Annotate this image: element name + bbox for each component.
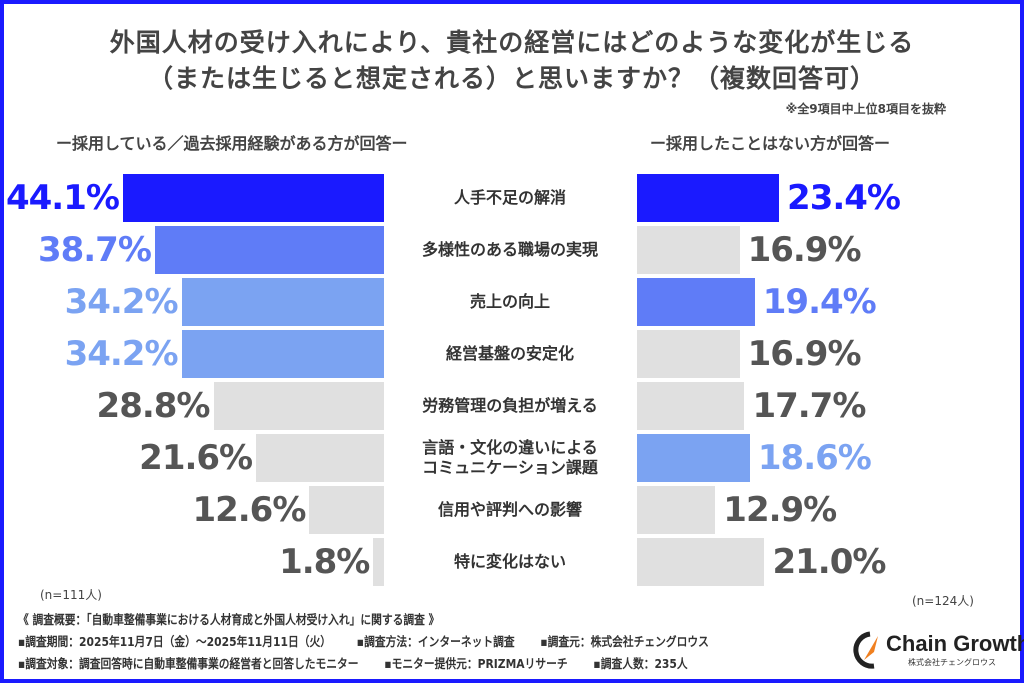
category-label: 経営基盤の安定化 (445, 344, 574, 363)
left-value-label: 21.6% (139, 438, 253, 478)
right-value-label: 23.4% (787, 178, 901, 218)
right-bar (637, 278, 755, 326)
right-bar (637, 382, 745, 430)
right-value-label: 19.4% (762, 282, 877, 322)
left-bar (309, 486, 384, 534)
monitor-provider: ▪モニター提供元：PRIZMAリサーチ (384, 656, 568, 671)
chain-growth-logo: Chain Growth 株式会社チェングロウス (848, 630, 1024, 672)
right-bar (637, 226, 740, 274)
left-bar (181, 278, 384, 326)
survey-method: ▪調査方法：インターネット調査 (356, 634, 515, 649)
left-panel-heading: ー採用している／過去採用経験がある方が回答ー (56, 134, 408, 153)
category-label: 人手不足の解消 (453, 188, 566, 207)
left-value-label: 1.8% (279, 542, 370, 582)
logo-mark-icon (853, 631, 878, 669)
right-value-label: 18.6% (757, 438, 872, 478)
survey-target: ▪調査対象：調査回答時に自動車整備事業の経営者と回答したモニター (18, 656, 359, 671)
left-sample-size: (n=111人) (40, 588, 102, 602)
right-panel-heading: ー採用したことはない方が回答ー (650, 134, 891, 153)
category-label: 特に変化はない (453, 552, 566, 571)
footnote: ※全9項目中上位8項目を抜粋 (785, 102, 946, 116)
right-value-label: 16.9% (747, 230, 862, 270)
category-label: 信用や評判への影響 (437, 500, 582, 519)
category-label: 多様性のある職場の実現 (421, 240, 598, 259)
survey-period: ▪調査期間：2025年11月7日（金）～2025年11月11日（火） (18, 634, 331, 649)
left-value-label: 34.2% (64, 282, 179, 322)
left-bar (256, 434, 384, 482)
left-bar (213, 382, 384, 430)
right-sample-size: (n=124人) (912, 594, 974, 608)
right-value-label: 21.0% (772, 542, 886, 582)
right-bar (637, 174, 780, 222)
survey-overview: 《 調査概要：「自動車整備事業における人材育成と外国人材受け入れ」に関する調査 … (18, 612, 440, 627)
left-bar (154, 226, 384, 274)
survey-details-line1: ▪調査期間：2025年11月7日（金）～2025年11月11日（火） ▪調査方法：… (18, 634, 735, 650)
right-bar (637, 538, 765, 586)
chart-title-line2: （または生じると想定される）と思いますか？（複数回答可） (147, 64, 876, 93)
right-value-label: 12.9% (723, 490, 837, 530)
left-value-label: 38.7% (37, 230, 152, 270)
right-value-label: 16.9% (747, 334, 862, 374)
category-label: 言語・文化の違いによる コミュニケーション課題 (422, 438, 598, 477)
left-value-label: 28.8% (96, 386, 211, 426)
right-bar (637, 434, 750, 482)
right-bar (637, 486, 716, 534)
survey-details-line2: ▪調査対象：調査回答時に自動車整備事業の経営者と回答したモニター ▪モニター提供元… (18, 656, 713, 672)
left-value-label: 44.1% (5, 178, 120, 218)
left-bar (181, 330, 384, 378)
left-value-label: 34.2% (64, 334, 179, 374)
survey-source: ▪調査元：株式会社チェングロウス (540, 634, 709, 649)
left-value-label: 12.6% (192, 490, 306, 530)
chart-title-line1: 外国人材の受け入れにより、貴社の経営にはどのような変化が生じる (109, 28, 915, 57)
right-value-label: 17.7% (752, 386, 866, 426)
survey-count: ▪調査人数：235人 (593, 656, 688, 671)
category-label: 売上の向上 (469, 292, 550, 311)
left-bar (122, 174, 384, 222)
left-bar (373, 538, 384, 586)
category-label: 労務管理の負担が増える (422, 396, 598, 415)
right-bar (637, 330, 740, 378)
